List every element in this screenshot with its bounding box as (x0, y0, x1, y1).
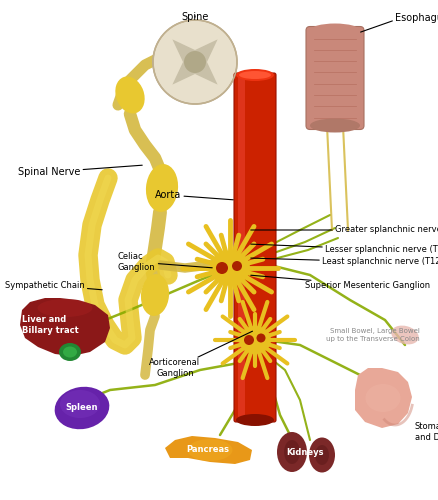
Circle shape (256, 334, 265, 342)
Text: Aorticorenal
Ganglion: Aorticorenal Ganglion (149, 331, 252, 378)
Text: Spine: Spine (181, 12, 208, 22)
Ellipse shape (283, 440, 299, 464)
Ellipse shape (238, 326, 270, 354)
Text: Superior Mesenteric Ganglion: Superior Mesenteric Ganglion (250, 275, 429, 289)
Text: Stomach
and Duodenum: Stomach and Duodenum (414, 422, 438, 442)
Ellipse shape (115, 76, 145, 114)
Ellipse shape (60, 390, 100, 418)
Ellipse shape (59, 343, 81, 361)
Ellipse shape (145, 164, 178, 212)
Ellipse shape (236, 69, 273, 81)
Text: Lesser splanchnic nerve (T10-T11): Lesser splanchnic nerve (T10-T11) (250, 244, 438, 254)
Text: Spinal Nerve: Spinal Nerve (18, 165, 142, 177)
Circle shape (153, 20, 237, 104)
Text: Greater splanchnic nerve (T5-T9): Greater splanchnic nerve (T5-T9) (250, 226, 438, 234)
Circle shape (215, 262, 227, 274)
Text: Least splanchnic nerve (T12): Least splanchnic nerve (T12) (250, 258, 438, 266)
Circle shape (244, 335, 254, 345)
Circle shape (184, 51, 205, 73)
Text: Celiac
Ganglion: Celiac Ganglion (118, 252, 212, 272)
Ellipse shape (209, 250, 249, 286)
Ellipse shape (390, 326, 418, 344)
Polygon shape (165, 436, 251, 464)
Text: Kidneys: Kidneys (286, 448, 323, 458)
Ellipse shape (63, 346, 77, 358)
Text: Spleen: Spleen (66, 404, 98, 412)
Text: Aorta: Aorta (155, 190, 233, 200)
Text: Sympathetic Chain: Sympathetic Chain (5, 280, 102, 290)
Ellipse shape (238, 71, 270, 79)
Ellipse shape (236, 414, 273, 426)
Ellipse shape (309, 24, 359, 38)
FancyBboxPatch shape (305, 26, 363, 130)
FancyBboxPatch shape (233, 73, 276, 422)
Ellipse shape (365, 384, 399, 412)
Ellipse shape (187, 439, 232, 461)
Bar (237, 75, 244, 420)
Ellipse shape (308, 438, 334, 472)
Circle shape (231, 261, 241, 271)
Polygon shape (172, 40, 217, 84)
Ellipse shape (37, 299, 92, 317)
Polygon shape (354, 368, 411, 428)
Ellipse shape (55, 387, 109, 429)
Polygon shape (20, 298, 110, 356)
Text: Pancreas: Pancreas (186, 446, 229, 454)
Ellipse shape (314, 445, 328, 465)
Ellipse shape (141, 274, 169, 316)
Ellipse shape (276, 432, 306, 472)
Text: Esophagus: Esophagus (394, 13, 438, 23)
Ellipse shape (309, 118, 359, 132)
Text: Liver and
Billary tract: Liver and Billary tract (22, 316, 78, 334)
Text: Small Bowel, Large Bowel
up to the Transverse Colon: Small Bowel, Large Bowel up to the Trans… (325, 328, 419, 342)
